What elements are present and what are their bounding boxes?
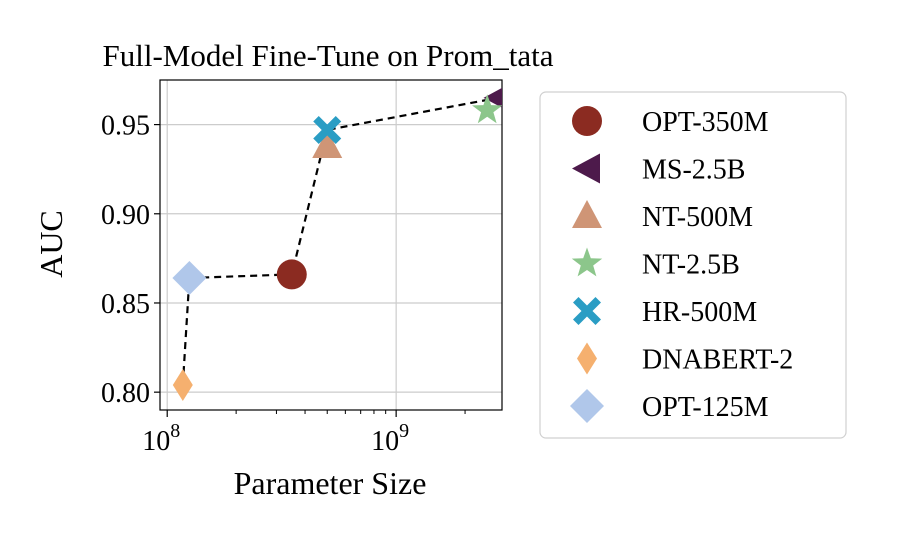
y-axis-label: AUC bbox=[33, 210, 69, 278]
x-tick-label: 108 bbox=[142, 420, 180, 457]
legend-marker-opt-350m bbox=[572, 106, 602, 136]
legend-entries: OPT-350M MS-2.5B NT-500M NT-2.5B HR-500M DNAB… bbox=[570, 106, 793, 423]
legend-label: NT-2.5B bbox=[642, 250, 740, 281]
legend-item-ms-2-5b: MS-2.5B bbox=[572, 153, 745, 186]
y-tick-label: 0.85 bbox=[101, 289, 150, 320]
legend-marker-ms-2-5b bbox=[572, 153, 600, 184]
data-point-ms-2-5b bbox=[483, 87, 502, 108]
legend: OPT-350M MS-2.5B NT-500M NT-2.5B HR-500M DNAB… bbox=[539, 91, 847, 439]
legend-marker-dnabert-2 bbox=[577, 342, 597, 375]
legend-label: OPT-125M bbox=[642, 392, 769, 423]
legend-item-opt-125m: OPT-125M bbox=[570, 389, 769, 423]
chart-title: Full-Model Fine-Tune on Prom_tata bbox=[103, 38, 554, 73]
legend-label: OPT-350M bbox=[642, 107, 769, 138]
legend-item-opt-350m: OPT-350M bbox=[572, 106, 769, 138]
legend-item-nt-500m: NT-500M bbox=[572, 200, 753, 233]
x-tick-exponent: 9 bbox=[399, 420, 409, 442]
data-point-nt-2-5b bbox=[472, 94, 502, 124]
data-point-dnabert-2 bbox=[172, 369, 193, 402]
legend-label: NT-500M bbox=[642, 202, 753, 233]
legend-item-nt-2-5b: NT-2.5B bbox=[571, 247, 740, 281]
data-point-opt-125m bbox=[172, 261, 207, 295]
data-point-hr-500m bbox=[313, 115, 342, 144]
legend-marker-nt-2-5b bbox=[571, 247, 603, 277]
legend-item-hr-500m: HR-500M bbox=[573, 297, 757, 328]
legend-marker-nt-500m bbox=[572, 200, 602, 228]
x-tick-label: 109 bbox=[371, 420, 409, 457]
trend-line bbox=[181, 96, 499, 386]
data-points bbox=[172, 87, 502, 402]
legend-label: MS-2.5B bbox=[642, 155, 745, 186]
legend-label: DNABERT-2 bbox=[642, 345, 793, 376]
x-tick-exponent: 8 bbox=[170, 420, 180, 442]
legend-frame bbox=[539, 91, 847, 439]
x-tick-base: 10 bbox=[142, 426, 170, 457]
x-axis-label: Parameter Size bbox=[234, 465, 427, 501]
data-point-nt-500m bbox=[312, 130, 343, 158]
y-tick-label: 0.80 bbox=[101, 378, 150, 409]
legend-marker-opt-125m bbox=[570, 389, 604, 423]
y-tick-label: 0.90 bbox=[101, 200, 150, 231]
legend-item-dnabert-2: DNABERT-2 bbox=[577, 342, 793, 376]
legend-label: HR-500M bbox=[642, 297, 757, 328]
plot-frame bbox=[159, 79, 503, 411]
y-tick-label: 0.95 bbox=[101, 111, 150, 142]
data-point-opt-350m bbox=[276, 259, 307, 290]
grid-lines bbox=[160, 80, 502, 410]
legend-marker-hr-500m bbox=[573, 297, 601, 325]
x-tick-base: 10 bbox=[371, 426, 399, 457]
